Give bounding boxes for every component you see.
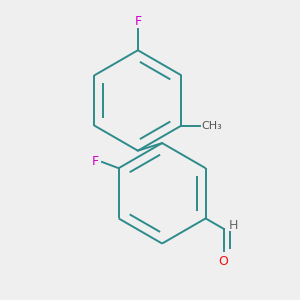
Text: F: F <box>134 15 141 28</box>
Text: CH₃: CH₃ <box>202 121 222 130</box>
Text: H: H <box>229 219 238 232</box>
Text: O: O <box>219 256 229 268</box>
Text: F: F <box>92 155 99 169</box>
